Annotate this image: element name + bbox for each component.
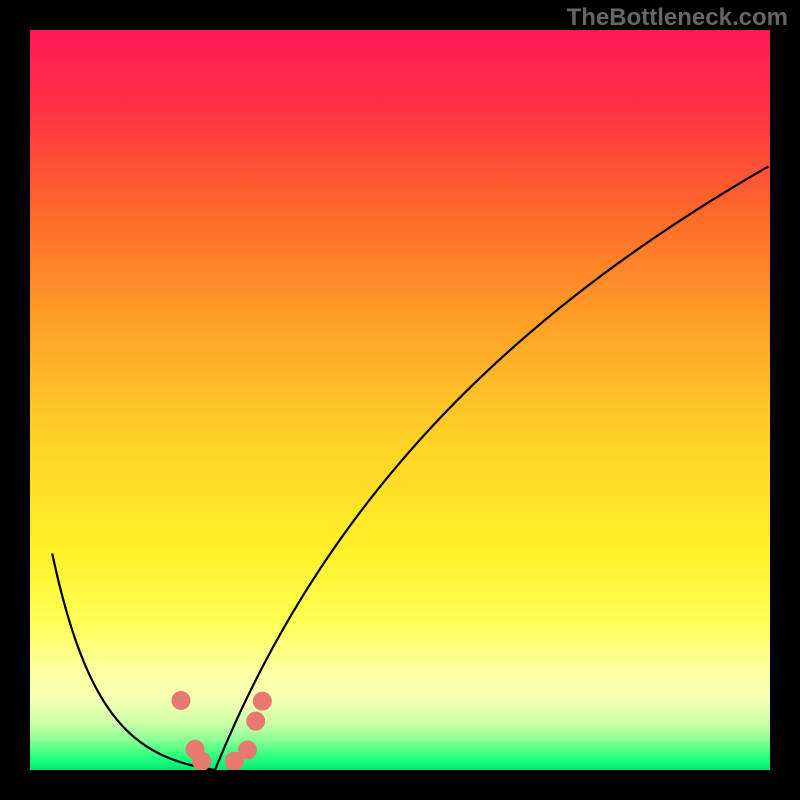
chart-svg: [30, 30, 770, 770]
chart-plot-area: [30, 30, 770, 770]
watermark-text: TheBottleneck.com: [567, 4, 788, 32]
chart-background: [30, 30, 770, 770]
curve-marker: [239, 741, 257, 759]
curve-marker: [247, 712, 265, 730]
curve-marker: [172, 691, 190, 709]
chart-root: TheBottleneck.com: [0, 0, 800, 800]
curve-marker: [253, 692, 271, 710]
curve-marker: [193, 752, 211, 770]
